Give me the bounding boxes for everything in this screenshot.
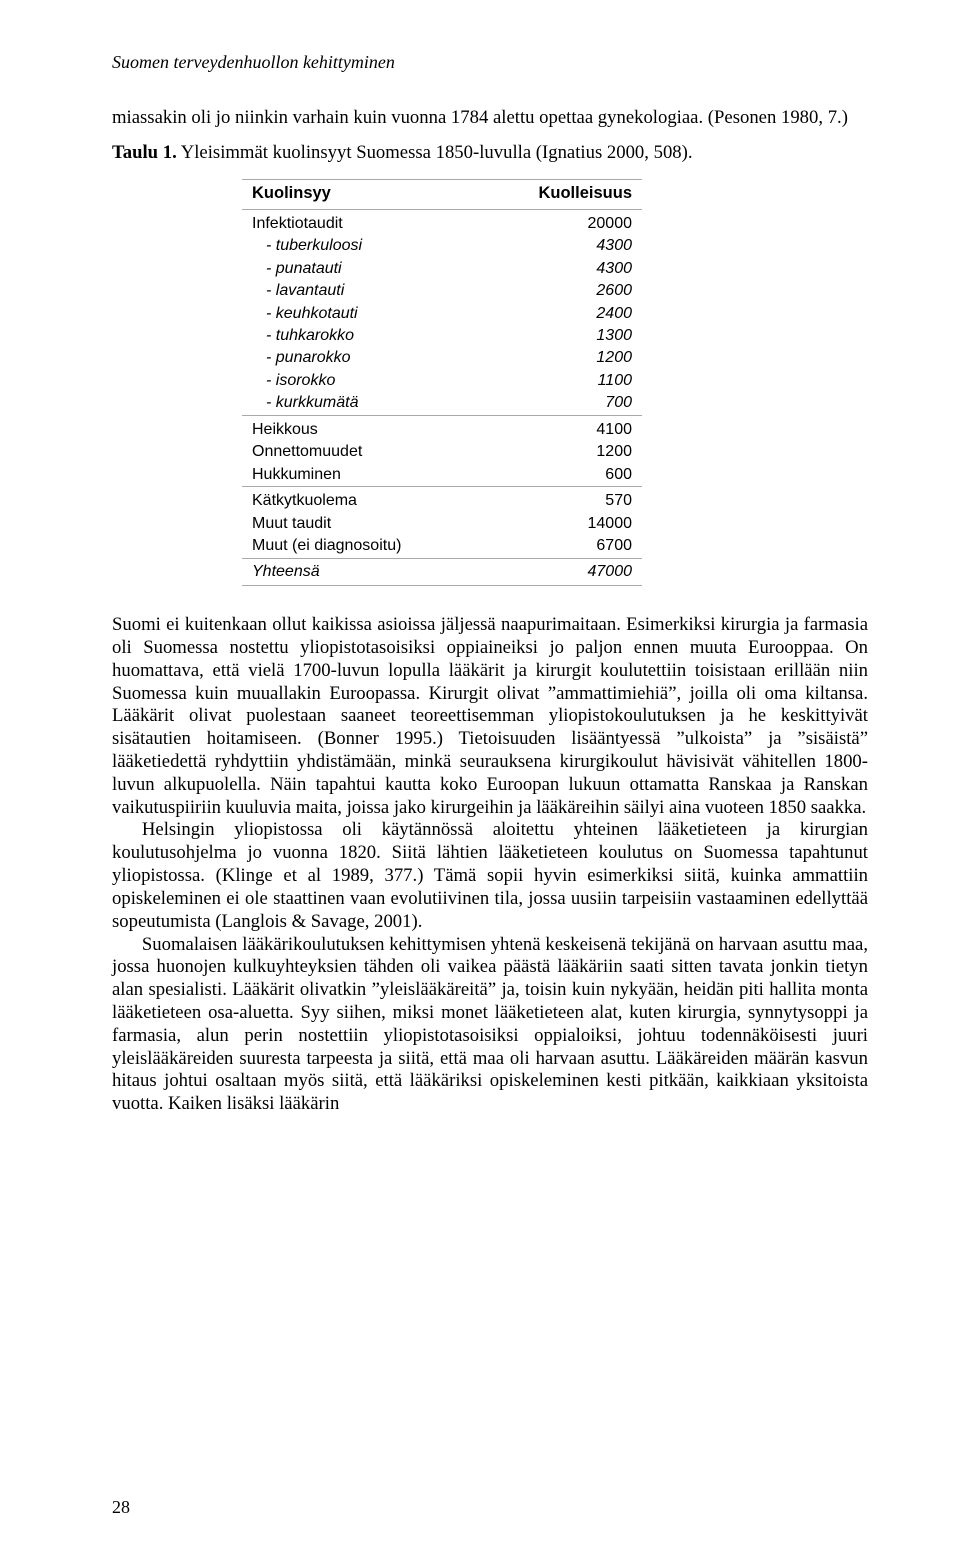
intro-paragraph: miassakin oli jo niinkin varhain kuin vu… <box>112 107 868 130</box>
cell-value: 2400 <box>482 303 642 325</box>
table-row: - lavantauti 2600 <box>242 280 642 302</box>
cell-value: 1200 <box>482 441 642 463</box>
cell-value: 4300 <box>482 235 642 257</box>
cell-label: - kurkkumätä <box>242 392 482 415</box>
table-row: - tuhkarokko 1300 <box>242 325 642 347</box>
table-row: - keuhkotauti 2400 <box>242 303 642 325</box>
col-header-cause: Kuolinsyy <box>242 179 482 209</box>
cell-label: - tuberkuloosi <box>242 235 482 257</box>
cell-label: - lavantauti <box>242 280 482 302</box>
table-row: Heikkous 4100 <box>242 415 642 441</box>
body-paragraph: Helsingin yliopistossa oli käytännössä a… <box>112 819 868 933</box>
cell-label: Muut (ei diagnosoitu) <box>242 535 482 558</box>
table-row: Onnettomuudet 1200 <box>242 441 642 463</box>
mortality-table-wrap: Kuolinsyy Kuolleisuus Infektiotaudit 200… <box>242 179 642 587</box>
cell-label: - tuhkarokko <box>242 325 482 347</box>
table-row: Kätkytkuolema 570 <box>242 487 642 513</box>
table-row: Hukkuminen 600 <box>242 464 642 487</box>
cell-value: 6700 <box>482 535 642 558</box>
table-total-row: Yhteensä 47000 <box>242 558 642 585</box>
cell-value: 2600 <box>482 280 642 302</box>
page-number: 28 <box>112 1497 130 1518</box>
document-page: Suomen terveydenhuollon kehittyminen mia… <box>0 0 960 1564</box>
table-row: Muut taudit 14000 <box>242 513 642 535</box>
table-row: - tuberkuloosi 4300 <box>242 235 642 257</box>
cell-label: Infektiotaudit <box>242 209 482 235</box>
cell-value: 1200 <box>482 347 642 369</box>
cell-value: 47000 <box>482 558 642 585</box>
cell-label: Muut taudit <box>242 513 482 535</box>
table-caption-label: Taulu 1. <box>112 142 177 163</box>
cell-value: 4300 <box>482 258 642 280</box>
table-row: Infektiotaudit 20000 <box>242 209 642 235</box>
table-row: Muut (ei diagnosoitu) 6700 <box>242 535 642 558</box>
cell-label: - punatauti <box>242 258 482 280</box>
cell-value: 1100 <box>482 370 642 392</box>
mortality-table: Kuolinsyy Kuolleisuus Infektiotaudit 200… <box>242 179 642 587</box>
running-head: Suomen terveydenhuollon kehittyminen <box>112 52 868 73</box>
cell-value: 4100 <box>482 415 642 441</box>
table-row: - isorokko 1100 <box>242 370 642 392</box>
table-row: - punarokko 1200 <box>242 347 642 369</box>
col-header-value: Kuolleisuus <box>482 179 642 209</box>
cell-value: 1300 <box>482 325 642 347</box>
cell-label: - isorokko <box>242 370 482 392</box>
cell-label: - keuhkotauti <box>242 303 482 325</box>
cell-value: 20000 <box>482 209 642 235</box>
cell-value: 700 <box>482 392 642 415</box>
cell-label: Kätkytkuolema <box>242 487 482 513</box>
cell-label: Onnettomuudet <box>242 441 482 463</box>
table-row: - punatauti 4300 <box>242 258 642 280</box>
cell-value: 14000 <box>482 513 642 535</box>
cell-value: 600 <box>482 464 642 487</box>
cell-label: Yhteensä <box>242 558 482 585</box>
cell-label: - punarokko <box>242 347 482 369</box>
cell-label: Hukkuminen <box>242 464 482 487</box>
table-header-row: Kuolinsyy Kuolleisuus <box>242 179 642 209</box>
table-row: - kurkkumätä 700 <box>242 392 642 415</box>
table-caption-text: Yleisimmät kuolinsyyt Suomessa 1850-luvu… <box>177 142 693 163</box>
cell-value: 570 <box>482 487 642 513</box>
cell-label: Heikkous <box>242 415 482 441</box>
body-paragraph: Suomi ei kuitenkaan ollut kaikissa asioi… <box>112 614 868 819</box>
table-caption: Taulu 1. Yleisimmät kuolinsyyt Suomessa … <box>112 142 868 165</box>
body-paragraph: Suomalaisen lääkärikoulutuksen kehittymi… <box>112 934 868 1117</box>
